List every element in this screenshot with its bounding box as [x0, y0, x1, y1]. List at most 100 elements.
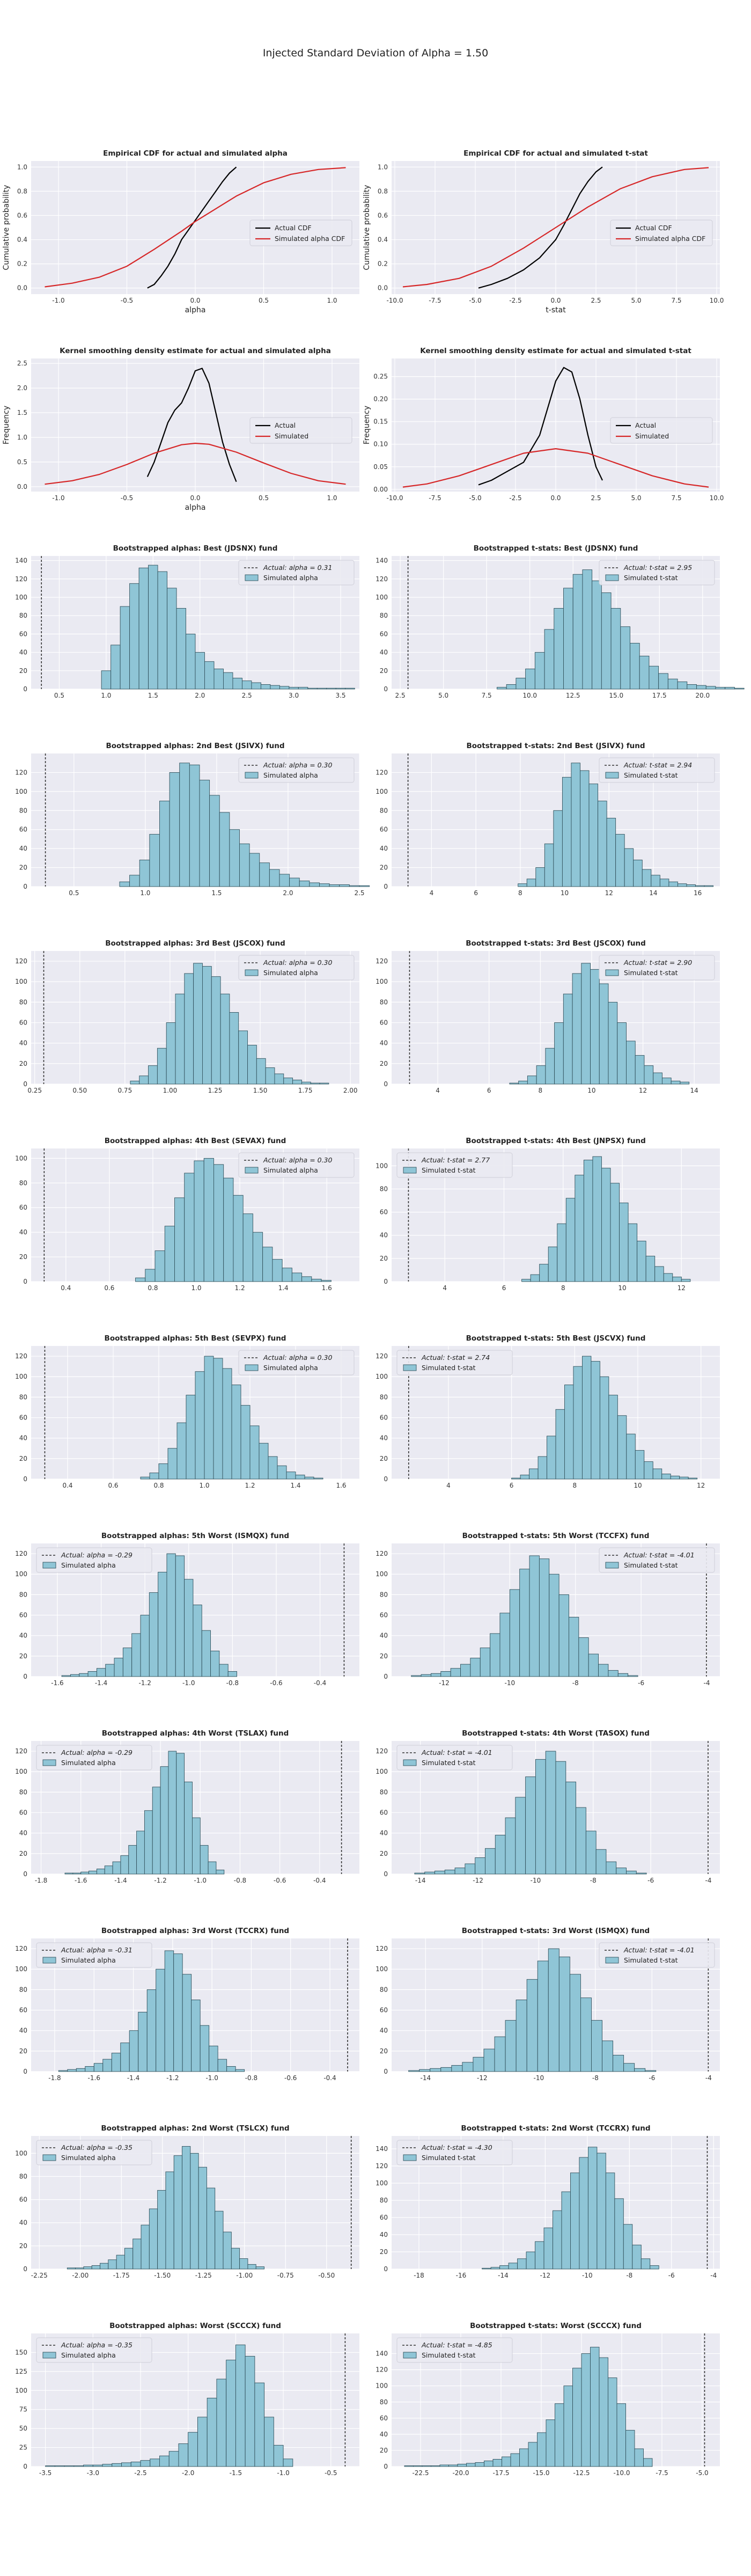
histogram-bar: [264, 2417, 274, 2467]
legend: Actual: t-stat = -4.01 Simulated t-stat: [396, 1745, 513, 1770]
histogram-bar: [168, 1751, 177, 1875]
histogram-bar: [591, 1361, 600, 1480]
x-tick-label: -0.8: [245, 2074, 257, 2082]
legend-box: [610, 417, 713, 444]
chart-title: Bootstrapped t-stats: 5th Worst (TCCFX) …: [462, 1532, 650, 1540]
histogram-bar: [480, 1648, 491, 1677]
x-tick-label: -1.8: [48, 2074, 61, 2082]
y-tick-label: 0.25: [373, 373, 388, 380]
y-tick-label: 0: [23, 883, 27, 890]
y-tick-label: 40: [380, 845, 388, 852]
histogram-bar: [45, 2465, 55, 2467]
x-tick-label: -15.0: [533, 2469, 549, 2477]
y-tick-label: 60: [380, 1809, 388, 1817]
x-tick-label: -1.0: [194, 1877, 207, 1884]
histogram-bar: [140, 1615, 150, 1677]
histogram-bar: [58, 2070, 68, 2072]
histogram-bar: [529, 1468, 539, 1480]
y-tick-label: 60: [19, 1019, 27, 1027]
x-tick-label: 5.0: [438, 692, 448, 699]
histogram-bar: [283, 1078, 293, 1085]
histogram-bar: [108, 2259, 117, 2270]
y-tick-label: 100: [376, 594, 388, 601]
histogram-bar: [587, 2147, 598, 2270]
x-tick-label: 1.2: [245, 1482, 255, 1489]
histogram-bar: [510, 2453, 520, 2467]
histogram-bar: [272, 1259, 283, 1282]
legend-label-actual: Actual: alpha = -0.29: [61, 1551, 132, 1559]
legend-box: [599, 955, 715, 980]
x-tick-label: -7.5: [656, 2469, 668, 2477]
histogram-bar: [76, 2068, 86, 2072]
x-tick-label: -4: [710, 2272, 717, 2279]
x-tick-label: -12: [477, 2074, 488, 2082]
histogram-bar: [545, 1048, 555, 1085]
histogram-bar: [124, 2248, 134, 2270]
histogram-bar: [188, 2432, 198, 2467]
x-tick-label: -1.5: [230, 2469, 242, 2477]
x-tick-label: -16: [456, 2272, 467, 2279]
histogram-bar: [268, 1456, 278, 1480]
legend-box: [36, 2337, 152, 2363]
x-tick-label: -7.5: [429, 494, 441, 502]
chart-20: -14 -12 -10 -8 -6 -4 0 20 40 60 80 100 120 Bootstrapp…: [376, 1927, 720, 2082]
y-axis-label: Cumulative probability: [2, 185, 11, 270]
y-tick-label: 80: [19, 1393, 27, 1401]
x-tick-label: -8: [626, 2272, 632, 2279]
legend: Actual: t-stat = -4.85 Simulated t-stat: [396, 2337, 513, 2363]
x-tick-label: -12.5: [573, 2469, 590, 2477]
legend-box: [238, 955, 355, 980]
y-tick-label: 0: [23, 1673, 27, 1680]
chart-title: Bootstrapped t-stats: 5th Best (JSCVX) f…: [466, 1334, 646, 1343]
histogram-bar: [462, 2062, 474, 2072]
histogram-bar: [164, 1950, 174, 2072]
histogram-bar: [83, 2464, 93, 2467]
x-tick-label: 4: [436, 1087, 440, 1094]
histogram-bar: [585, 1831, 597, 1875]
legend-label-actual: Actual: alpha = -0.29: [61, 1748, 132, 1757]
histogram-bar: [626, 1041, 636, 1085]
histogram-bar: [529, 1555, 540, 1677]
histogram-bar: [189, 764, 200, 887]
histogram-bar: [628, 1223, 638, 1282]
histogram-bar: [112, 1861, 121, 1875]
histogram-bar: [335, 687, 346, 690]
histogram-bar: [67, 2267, 76, 2270]
histogram-bar: [175, 993, 185, 1085]
histogram-bar: [157, 1048, 167, 1085]
x-tick-label: -14: [415, 1877, 426, 1884]
y-tick-label: 120: [376, 1945, 388, 1952]
y-tick-label: 120: [376, 1550, 388, 1557]
histogram-bar: [174, 1197, 185, 1282]
histogram-bar: [176, 1753, 185, 1875]
histogram-bar: [135, 1277, 146, 1282]
series-line-2: [45, 442, 346, 485]
figure-suptitle: Injected Standard Deviation of Alpha = 1…: [262, 47, 489, 59]
x-tick-label: -10.0: [386, 297, 403, 304]
histogram-bar: [644, 1461, 653, 1480]
histogram-bar: [233, 1195, 244, 1282]
histogram-bar: [661, 1474, 671, 1480]
x-tick-label: 3.5: [335, 692, 345, 699]
histogram-bar: [159, 801, 170, 887]
histogram-bar: [521, 1279, 531, 1282]
histogram-bar: [526, 879, 536, 887]
chart-10: 4 6 8 10 12 14 0 20 40 60 80 100 120 Bootstrapped t-s…: [376, 939, 720, 1094]
x-tick-label: 10: [634, 1482, 642, 1489]
x-tick-label: 8: [561, 1284, 565, 1292]
x-tick-label: -3.0: [87, 2469, 99, 2477]
chart-9: 0.25 0.50 0.75 1.00 1.25 1.50 1.75 2.00 0 20 40 60 8…: [15, 939, 359, 1094]
histogram-bar: [569, 1616, 579, 1677]
x-tick-label: 4: [430, 889, 434, 897]
histogram-bar: [269, 869, 280, 887]
y-tick-label: 25: [19, 2444, 27, 2451]
y-tick-label: 60: [19, 1414, 27, 1422]
histogram-bar: [440, 1671, 451, 1677]
histogram-bar: [311, 1278, 322, 1282]
histogram-bar: [430, 1673, 441, 1677]
x-tick-label: 12: [605, 889, 613, 897]
legend-label-actual: Actual: t-stat = -4.30: [421, 2143, 492, 2151]
histogram-bar: [424, 1871, 435, 1875]
legend-swatch-simulated: [245, 772, 259, 779]
histogram-bar: [232, 678, 242, 690]
